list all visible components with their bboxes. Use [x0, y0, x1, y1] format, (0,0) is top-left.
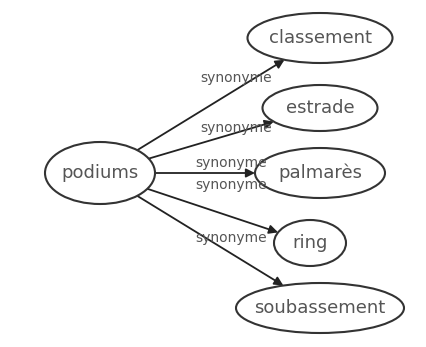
Text: soubassement: soubassement	[254, 299, 386, 317]
Text: palmarès: palmarès	[278, 164, 362, 182]
Text: synonyme: synonyme	[195, 156, 267, 170]
Ellipse shape	[262, 85, 377, 131]
Ellipse shape	[236, 283, 404, 333]
Ellipse shape	[45, 142, 155, 204]
Text: synonyme: synonyme	[200, 121, 272, 135]
Text: synonyme: synonyme	[195, 231, 267, 245]
Ellipse shape	[248, 13, 392, 63]
Text: synonyme: synonyme	[200, 71, 272, 85]
Ellipse shape	[274, 220, 346, 266]
Text: classement: classement	[268, 29, 371, 47]
Text: ring: ring	[292, 234, 328, 252]
Text: synonyme: synonyme	[195, 178, 267, 192]
Text: estrade: estrade	[286, 99, 354, 117]
Text: podiums: podiums	[61, 164, 138, 182]
Ellipse shape	[255, 148, 385, 198]
